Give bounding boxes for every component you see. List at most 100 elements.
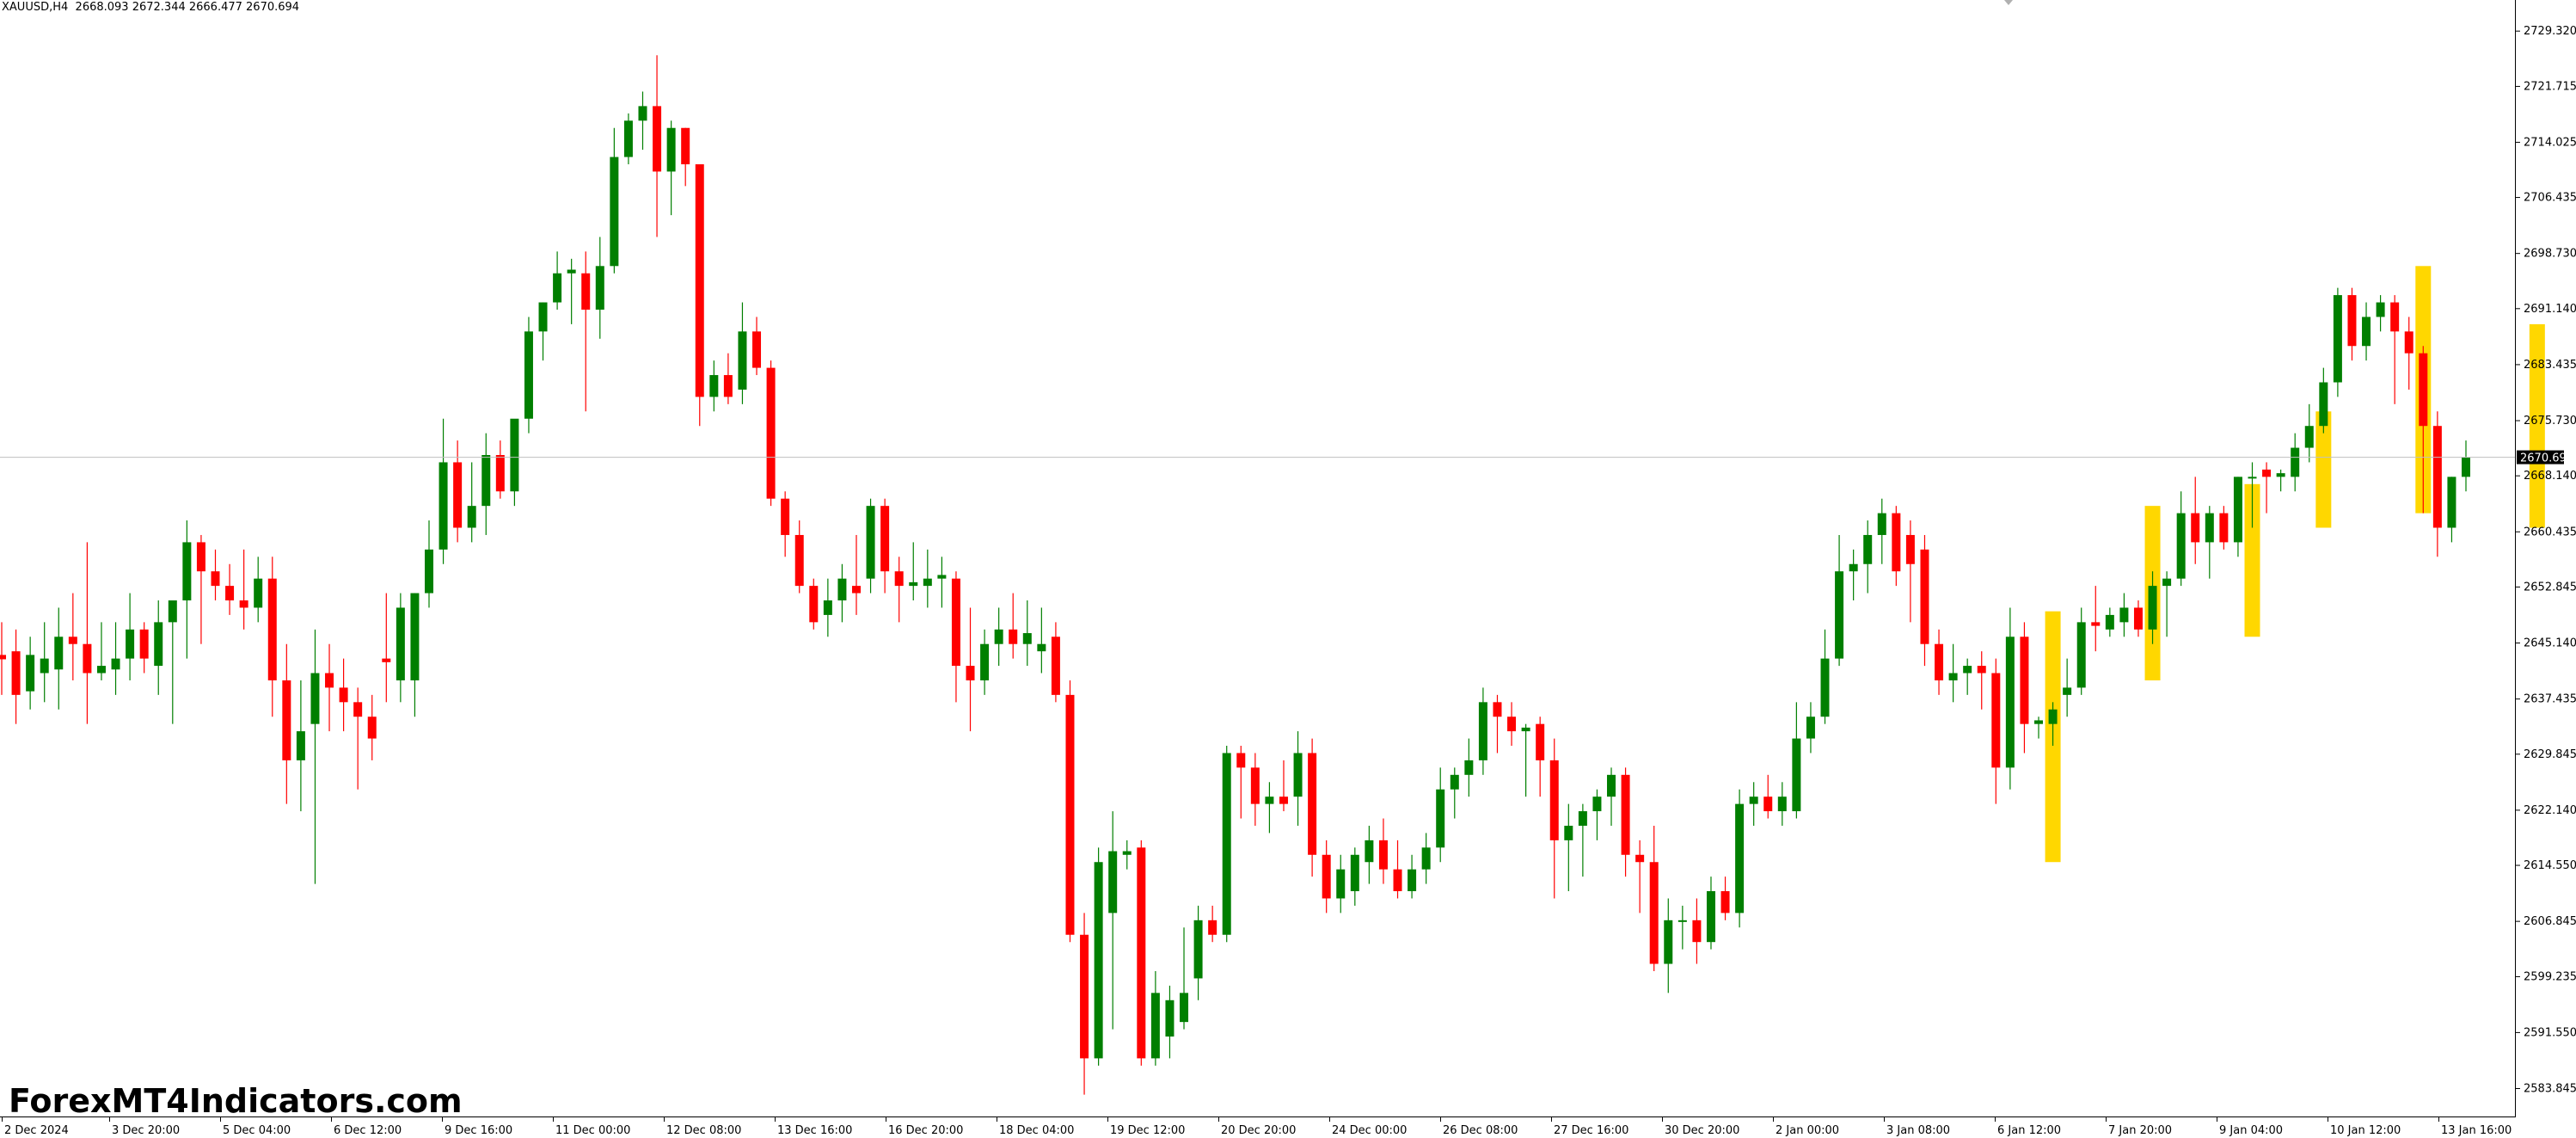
time-tick-label: 13 Jan 16:00 bbox=[2441, 1124, 2512, 1137]
candle-156 bbox=[2219, 506, 2229, 550]
candle-body bbox=[111, 658, 120, 670]
candle-body bbox=[2162, 578, 2172, 587]
candle-body bbox=[1279, 797, 1288, 804]
candle-46 bbox=[653, 55, 662, 237]
candle-body bbox=[2376, 302, 2385, 317]
candle-body bbox=[1393, 869, 1402, 892]
price-tick-label: 2606.845 bbox=[2524, 915, 2576, 928]
candle-123 bbox=[1749, 782, 1758, 826]
candle-body bbox=[1250, 767, 1260, 804]
candle-body bbox=[1935, 643, 1944, 680]
candle-134 bbox=[1905, 520, 1915, 623]
candle-body bbox=[766, 367, 776, 499]
candle-body bbox=[453, 462, 463, 528]
time-axis[interactable]: 2 Dec 2024 3 Dec 20:00 5 Dec 04:00 6 Dec 12… bbox=[2, 1116, 2512, 1137]
candle-132 bbox=[1877, 498, 1886, 564]
candle-55 bbox=[781, 491, 790, 557]
candle-body bbox=[966, 666, 975, 680]
candle-150 bbox=[2133, 600, 2143, 637]
candle-body bbox=[2005, 637, 2015, 768]
candle-body bbox=[2063, 687, 2072, 695]
one-click-trading-marker-icon[interactable] bbox=[2004, 0, 2013, 5]
candle-158 bbox=[2248, 462, 2257, 528]
current-price-tag-bg bbox=[2517, 450, 2564, 464]
candle-154 bbox=[2191, 477, 2200, 564]
candle-21 bbox=[296, 680, 305, 812]
candle-body bbox=[581, 273, 591, 310]
candle-105 bbox=[1493, 694, 1502, 754]
candle-168 bbox=[2390, 295, 2400, 404]
candle-173 bbox=[2462, 440, 2470, 492]
candle-body bbox=[1607, 774, 1616, 797]
candle-161 bbox=[2291, 433, 2300, 492]
candle-139 bbox=[1977, 651, 1986, 710]
candle-body bbox=[1720, 891, 1730, 913]
candle-143 bbox=[2034, 717, 2044, 739]
candle-body bbox=[610, 157, 619, 267]
candle-67 bbox=[951, 571, 960, 703]
time-tick-label: 6 Jan 12:00 bbox=[1997, 1124, 2061, 1137]
candle-56 bbox=[794, 520, 804, 594]
candle-52 bbox=[738, 302, 747, 404]
candle-76 bbox=[1080, 913, 1089, 1095]
price-axis[interactable]: 2729.320 2721.715 2714.025 2706.435 2698.730… bbox=[2516, 25, 2576, 1096]
candle-107 bbox=[1521, 723, 1530, 797]
candle-body bbox=[1293, 753, 1303, 797]
candle-body bbox=[1521, 727, 1530, 732]
candle-body bbox=[2319, 382, 2328, 427]
candle-96 bbox=[1365, 825, 1374, 884]
candle-body bbox=[553, 273, 562, 303]
candle-body bbox=[880, 506, 890, 572]
candle-128 bbox=[1820, 629, 1830, 724]
candle-169 bbox=[2404, 317, 2413, 390]
candle-97 bbox=[1378, 818, 1388, 884]
site-watermark: ForexMT4Indicators.com bbox=[9, 1082, 463, 1120]
candle-body bbox=[1905, 534, 1915, 564]
candle-body bbox=[1022, 633, 1032, 644]
candle-151 bbox=[2148, 571, 2157, 644]
candle-35 bbox=[495, 440, 505, 499]
candle-72 bbox=[1022, 600, 1032, 667]
candle-body bbox=[2233, 477, 2242, 543]
candle-body bbox=[595, 266, 604, 310]
candle-body bbox=[325, 673, 334, 688]
candle-body bbox=[211, 571, 220, 587]
candle-88 bbox=[1250, 753, 1260, 826]
candle-body bbox=[2404, 331, 2413, 354]
price-tick-label: 2698.730 bbox=[2524, 248, 2576, 261]
candle-body bbox=[2462, 457, 2470, 477]
time-tick-label: 13 Dec 16:00 bbox=[777, 1124, 852, 1137]
candle-body bbox=[1977, 666, 1986, 674]
candle-body bbox=[1493, 702, 1502, 717]
current-price-label: 2670.694 bbox=[2520, 452, 2573, 465]
candle-body bbox=[2119, 607, 2129, 623]
price-tick-label: 2714.025 bbox=[2524, 136, 2576, 149]
candle-155 bbox=[2205, 506, 2214, 579]
candle-148 bbox=[2105, 607, 2114, 637]
candle-body bbox=[923, 578, 932, 587]
candle-body bbox=[282, 680, 291, 760]
candle-94 bbox=[1336, 854, 1346, 913]
candle-body bbox=[2034, 720, 2044, 724]
candle-75 bbox=[1065, 680, 1075, 943]
time-tick-label: 24 Dec 00:00 bbox=[1332, 1124, 1407, 1137]
time-tick-label: 2 Dec 2024 bbox=[4, 1124, 69, 1137]
time-tick-label: 20 Dec 20:00 bbox=[1221, 1124, 1296, 1137]
candle-73 bbox=[1037, 607, 1046, 674]
candle-14 bbox=[196, 534, 205, 644]
candle-body bbox=[1806, 717, 1815, 739]
candle-111 bbox=[1578, 803, 1587, 877]
candle-92 bbox=[1308, 738, 1317, 877]
candle-48 bbox=[681, 127, 690, 187]
candle-102 bbox=[1450, 767, 1459, 819]
candle-58 bbox=[823, 578, 832, 637]
candle-22 bbox=[310, 629, 320, 884]
candle-37 bbox=[524, 317, 533, 434]
candle-31 bbox=[439, 418, 448, 564]
candle-body bbox=[1350, 854, 1359, 892]
candle-7 bbox=[96, 622, 106, 680]
candle-120 bbox=[1706, 877, 1715, 950]
candle-61 bbox=[866, 498, 875, 594]
